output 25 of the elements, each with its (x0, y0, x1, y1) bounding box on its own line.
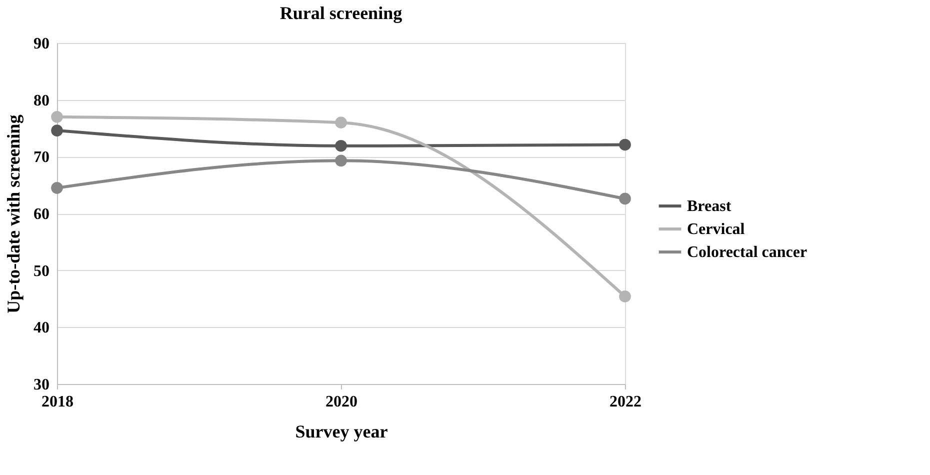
point (335, 154, 347, 167)
legend-label: Cervical (687, 221, 746, 238)
x-tick-label: 2018 (42, 394, 74, 410)
point (619, 192, 631, 205)
y-tick-label: 40 (34, 320, 50, 337)
x-tick-label: 2022 (610, 394, 642, 410)
point (619, 138, 631, 151)
chart-title: Rural screening (280, 3, 402, 23)
y-tick-label: 80 (34, 92, 50, 110)
x-axis-title: Survey year (295, 422, 388, 442)
point (619, 290, 631, 302)
y-tick-label: 50 (34, 262, 50, 280)
point (335, 140, 347, 152)
y-tick-label: 30 (34, 376, 50, 394)
point (51, 110, 63, 123)
y-tick-label: 60 (34, 206, 50, 223)
point (51, 124, 63, 136)
x-tick-label: 2020 (326, 394, 358, 410)
y-tick-label: 70 (34, 149, 50, 166)
legend-label: Breast (687, 198, 732, 215)
point (51, 182, 63, 194)
legend-label: Colorectal cancer (687, 244, 808, 261)
y-tick-label: 90 (34, 36, 50, 52)
point (335, 116, 347, 128)
y-axis-title: Up-to-date with screening (4, 114, 24, 314)
